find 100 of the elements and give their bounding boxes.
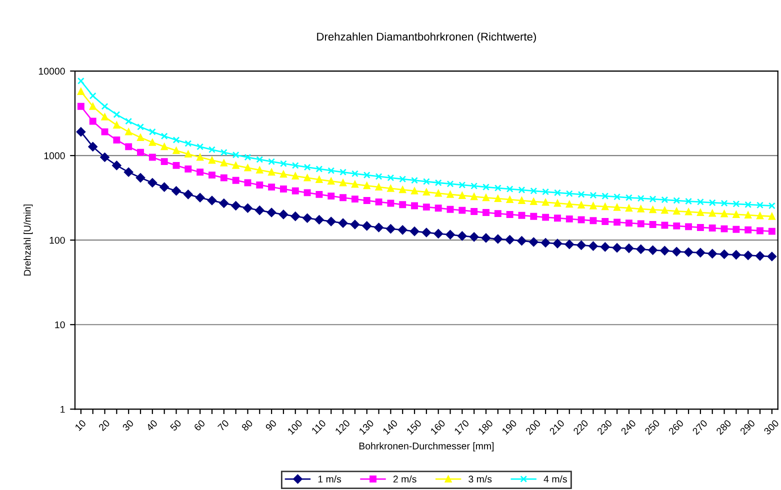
point [614, 218, 621, 226]
point [89, 102, 96, 110]
point [530, 187, 538, 194]
point [195, 193, 205, 202]
point [696, 248, 706, 258]
point [708, 224, 716, 232]
point [542, 214, 550, 221]
point [434, 204, 442, 212]
point [304, 164, 311, 171]
legend-label: 2 m/s [393, 475, 416, 483]
point [338, 218, 348, 228]
point [482, 194, 490, 202]
point [160, 158, 168, 166]
x-tick-label: 210 [549, 419, 565, 436]
point [422, 228, 432, 238]
point [196, 168, 204, 176]
point [112, 160, 122, 170]
point [328, 178, 335, 185]
point [148, 128, 156, 136]
x-tick-label: 80 [241, 419, 254, 432]
point [708, 210, 716, 217]
point [446, 206, 454, 213]
point [113, 111, 120, 118]
point [351, 170, 358, 178]
point [411, 187, 418, 194]
point [602, 218, 609, 225]
point [530, 212, 538, 220]
x-tick-label: 170 [454, 419, 470, 435]
point [255, 206, 264, 215]
point [649, 196, 656, 203]
x-tick-label: 50 [170, 419, 182, 432]
point [208, 146, 216, 154]
legend-label: 4 m/s [544, 475, 567, 483]
point [207, 196, 217, 206]
point [756, 212, 764, 220]
point [756, 227, 764, 234]
x-tick-label: 150 [406, 419, 422, 435]
point [280, 170, 287, 178]
point [732, 250, 741, 260]
point [125, 128, 132, 136]
x-tick-label: 250 [644, 419, 660, 436]
point [160, 143, 168, 150]
point [554, 200, 561, 207]
point [172, 162, 180, 169]
point [768, 212, 776, 220]
x-tick-label: 280 [716, 419, 732, 436]
point [470, 193, 478, 200]
point [732, 226, 740, 233]
point [720, 250, 729, 259]
point [196, 154, 204, 161]
point [720, 210, 728, 218]
point [268, 158, 276, 166]
x-tick-label: 190 [502, 419, 518, 435]
point [494, 195, 502, 202]
point [458, 181, 466, 188]
point [542, 188, 550, 196]
point [602, 192, 609, 200]
point [351, 196, 358, 203]
point [292, 187, 299, 194]
point [505, 235, 514, 244]
point [101, 128, 108, 136]
point [470, 208, 478, 215]
point [292, 172, 299, 180]
x-tick-label: 70 [217, 419, 230, 432]
point [100, 152, 110, 162]
point [600, 242, 610, 252]
point [125, 118, 132, 125]
point [340, 168, 347, 176]
point [375, 198, 382, 206]
point [612, 243, 622, 252]
point [244, 154, 252, 161]
x-tick-label: 220 [572, 419, 589, 436]
point [554, 214, 561, 222]
point [529, 237, 538, 247]
point [685, 198, 692, 205]
point [685, 223, 692, 230]
point [256, 156, 264, 163]
point [673, 208, 680, 215]
point [540, 238, 550, 248]
point [148, 178, 158, 188]
point [316, 190, 323, 198]
point [458, 192, 466, 199]
x-tick-label: 30 [122, 419, 134, 432]
point [399, 176, 406, 183]
point [661, 196, 668, 204]
y-tick-label: 100 [50, 236, 65, 244]
point [374, 222, 384, 232]
point [578, 190, 585, 198]
point [290, 212, 300, 221]
point [340, 194, 347, 202]
point [720, 225, 728, 232]
point [316, 176, 323, 183]
point [434, 229, 443, 238]
y-tick-label: 10 [55, 321, 65, 328]
point [720, 200, 728, 207]
point [672, 247, 682, 256]
x-tick-label: 180 [478, 419, 494, 435]
x-tick-label: 120 [334, 419, 350, 435]
point [685, 208, 692, 216]
point [422, 188, 430, 196]
